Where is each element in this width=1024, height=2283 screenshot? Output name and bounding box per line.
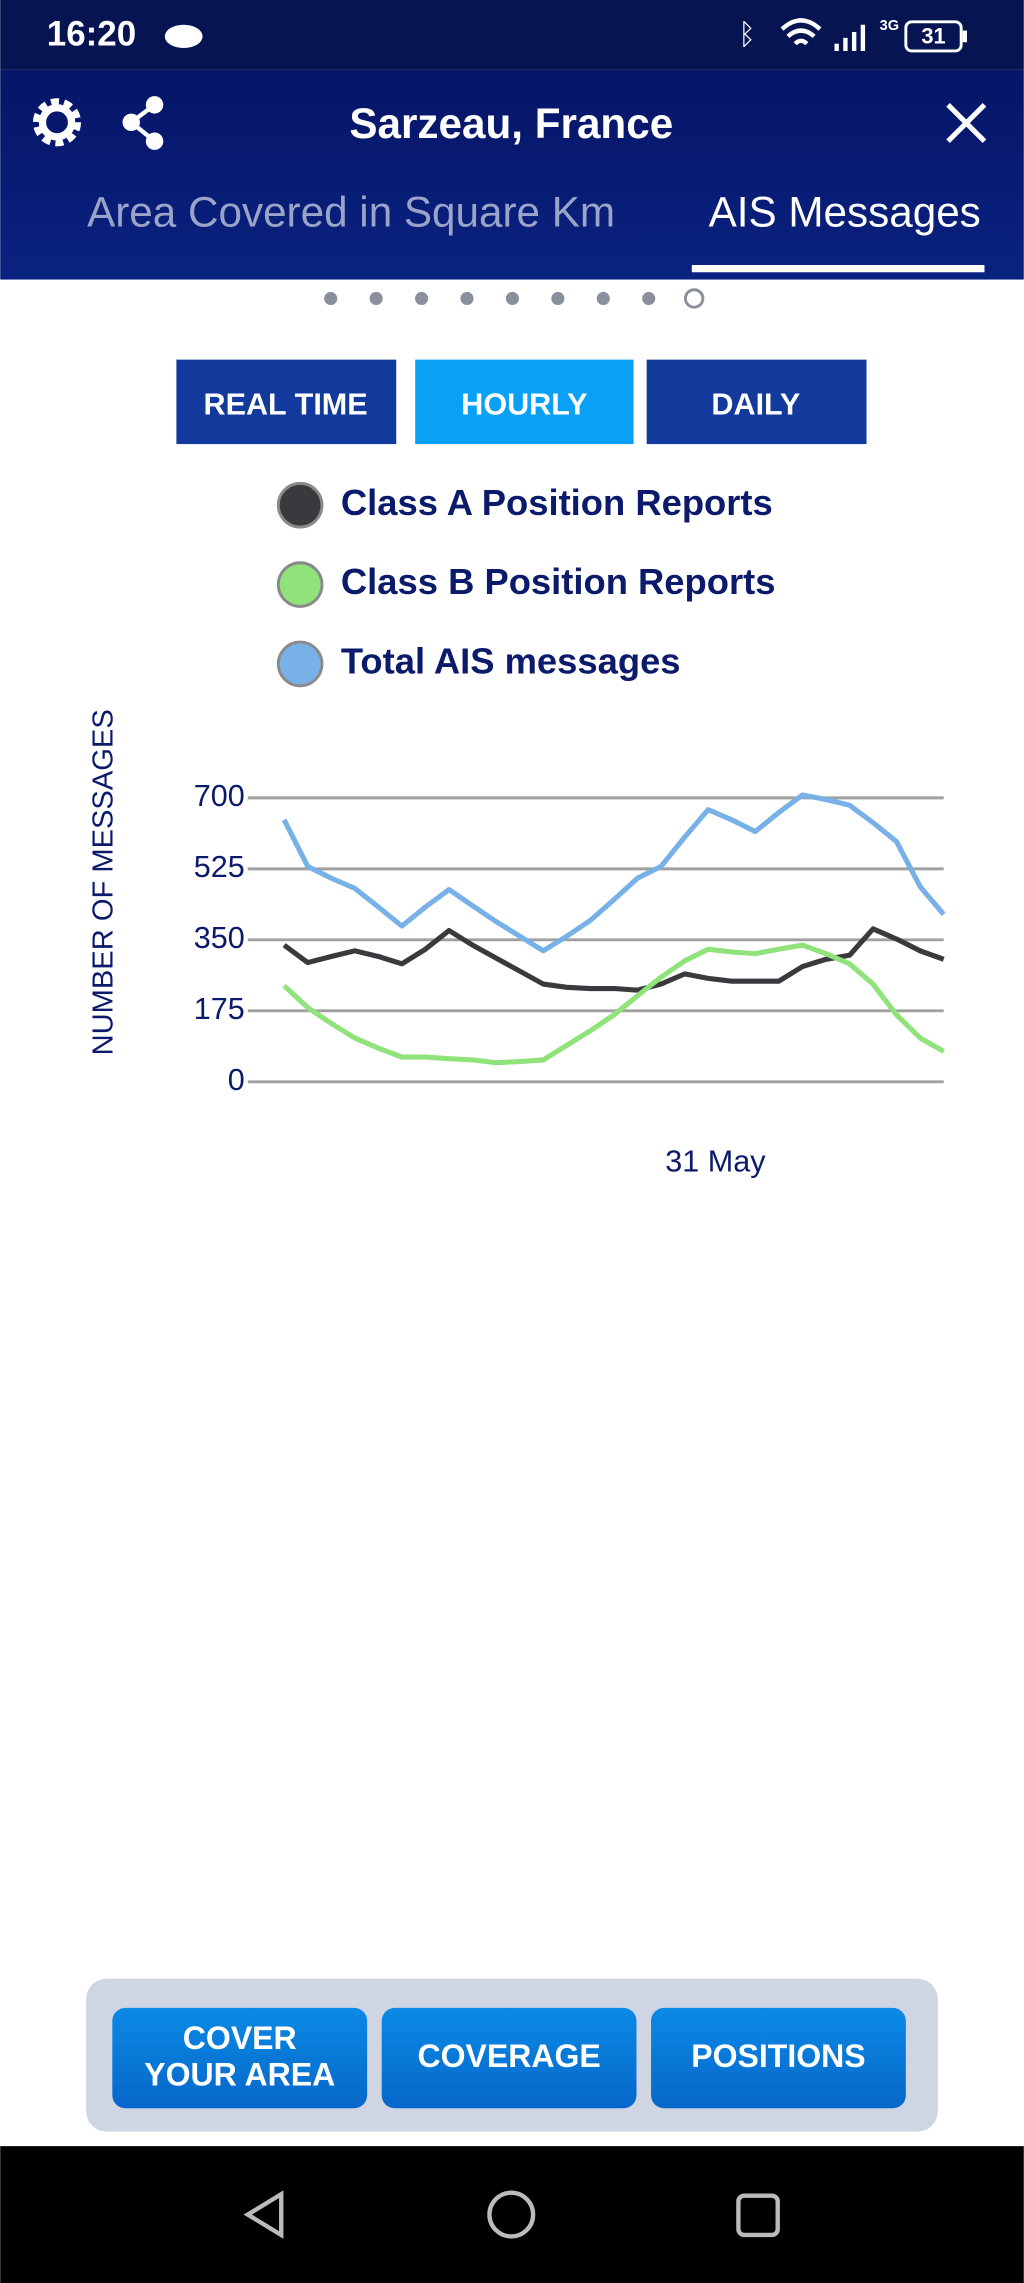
page-dot — [551, 291, 565, 306]
bottom-button-label[interactable]: COVER — [183, 2020, 297, 2056]
bottom-button-label[interactable]: YOUR AREA — [144, 2056, 335, 2092]
chart: NUMBER OF MESSAGES Class A Position Repo… — [88, 481, 946, 1178]
page-dot — [596, 291, 610, 306]
y-axis-title: NUMBER OF MESSAGES — [88, 709, 120, 1055]
home-button[interactable] — [487, 2190, 536, 2239]
header-title: Sarzeau, France — [349, 100, 673, 147]
page-dot — [460, 291, 474, 306]
battery-tip — [962, 30, 967, 43]
page-dot — [415, 291, 429, 306]
tab-active[interactable]: AIS Messages — [709, 189, 981, 236]
page-dot — [324, 291, 338, 306]
y-tick-label: 350 — [194, 921, 245, 955]
bottom-button-label[interactable]: COVERAGE — [417, 2038, 600, 2074]
page-indicator — [324, 288, 705, 309]
share-icon-dot[interactable] — [122, 113, 140, 132]
back-button[interactable] — [243, 2190, 284, 2239]
y-tick-label: 175 — [194, 992, 245, 1026]
y-tick-label: 525 — [194, 850, 245, 884]
bluetooth-icon: ᛒ — [738, 19, 755, 51]
range-button[interactable] — [176, 359, 397, 445]
page-dot — [642, 291, 656, 306]
tab-indicator — [691, 264, 985, 273]
share-icon-dot[interactable] — [145, 132, 164, 150]
page-dot — [369, 291, 383, 306]
bottom-button[interactable] — [381, 2007, 637, 2109]
range-button[interactable] — [646, 359, 867, 445]
share-button[interactable] — [122, 96, 164, 150]
data-line — [282, 942, 945, 1066]
navigation-bar — [0, 2146, 1024, 2283]
bottom-button[interactable] — [112, 2007, 368, 2109]
legend-label: Total AIS messages — [341, 641, 681, 682]
signal-icon — [834, 24, 866, 51]
notification-icon — [164, 24, 203, 49]
legend-marker — [276, 640, 324, 688]
settings-icon[interactable] — [32, 98, 82, 147]
recents-button[interactable] — [736, 2193, 780, 2238]
range-button-active[interactable] — [415, 359, 634, 445]
status-bar — [0, 0, 1024, 70]
app-header — [0, 69, 1024, 280]
bottom-button[interactable] — [651, 2007, 906, 2109]
x-tick-label: 31 May — [665, 1144, 766, 1178]
legend-label: Class A Position Reports — [341, 482, 773, 523]
bottom-button-label[interactable]: POSITIONS — [691, 2038, 865, 2074]
settings-icon-ring[interactable] — [38, 104, 76, 141]
page-dot — [683, 288, 705, 309]
battery-icon — [904, 20, 963, 53]
wifi-icon — [780, 18, 822, 46]
legend-label: Class B Position Reports — [341, 561, 776, 602]
battery-level: 31 — [921, 24, 945, 49]
settings-button[interactable] — [32, 98, 82, 147]
range-button-label[interactable]: HOURLY — [461, 387, 587, 421]
y-tick-label: 700 — [194, 779, 245, 813]
y-tick-label: 0 — [228, 1063, 245, 1097]
range-button-label[interactable]: DAILY — [711, 387, 800, 421]
network-type: 3G — [880, 18, 899, 34]
legend-marker — [276, 561, 324, 608]
close-button[interactable] — [946, 103, 987, 144]
data-line — [281, 792, 946, 954]
range-button-label[interactable]: REAL TIME — [204, 387, 368, 421]
page-dot — [505, 291, 519, 306]
share-icon-dot[interactable] — [145, 96, 164, 114]
tab[interactable]: Area Covered in Square Km — [87, 189, 615, 236]
status-time: 16:20 — [47, 15, 136, 54]
legend-marker — [276, 481, 324, 529]
